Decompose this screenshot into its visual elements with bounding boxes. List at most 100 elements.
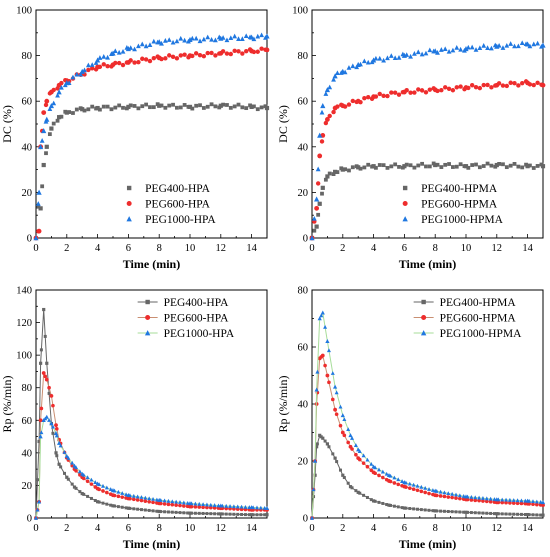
- data-point-fill: [124, 496, 128, 500]
- data-point-fill: [431, 161, 436, 166]
- data-point-fill: [473, 511, 477, 515]
- series-PEG400-HPMA: [309, 161, 546, 241]
- data-point-fill: [500, 512, 504, 516]
- data-point-fill: [446, 495, 451, 499]
- data-point-fill: [93, 498, 97, 502]
- data-point-fill: [93, 485, 98, 489]
- data-point-fill: [423, 485, 428, 490]
- data-point-fill: [201, 502, 206, 507]
- data-point-fill: [330, 371, 335, 375]
- data-point-fill: [492, 497, 497, 501]
- data-point-fill: [140, 56, 145, 61]
- data-point-fill: [497, 162, 502, 166]
- legend-marker: [402, 185, 408, 191]
- data-point-fill: [527, 43, 533, 49]
- data-point-fill: [155, 102, 160, 107]
- x-tick-label: 10: [185, 523, 196, 534]
- data-point-fill: [334, 412, 339, 417]
- data-point-fill: [512, 43, 517, 49]
- data-point-fill: [139, 508, 143, 512]
- data-point-fill: [339, 166, 344, 171]
- data-point-fill: [166, 502, 171, 507]
- plot-frame: [35, 289, 268, 519]
- data-point-fill: [316, 212, 321, 217]
- data-point: [57, 440, 62, 445]
- data-point-fill: [70, 460, 75, 465]
- data-point-fill: [469, 511, 473, 515]
- data-point-fill: [523, 501, 528, 506]
- data-point-fill: [90, 66, 95, 71]
- data-point-fill: [170, 510, 174, 514]
- data-point-fill: [388, 479, 393, 484]
- data-point-fill: [473, 495, 478, 500]
- data-point-fill: [327, 445, 331, 449]
- data-point-fill: [350, 165, 355, 170]
- data-point-fill: [389, 164, 394, 169]
- data-point-fill: [466, 165, 471, 170]
- data-point-fill: [167, 103, 172, 108]
- data-point-fill: [186, 104, 191, 109]
- data-point-fill: [85, 62, 91, 68]
- x-tick-label: 10: [461, 243, 472, 254]
- data-point: [325, 117, 330, 122]
- data-point-fill: [113, 504, 117, 508]
- data-point: [65, 475, 69, 479]
- data-point-fill: [51, 121, 56, 126]
- data-point-fill: [346, 65, 352, 70]
- data-point-fill: [77, 469, 82, 474]
- data-point-fill: [198, 103, 202, 108]
- data-point-fill: [346, 427, 351, 432]
- data-point-fill: [166, 37, 172, 42]
- data-point-fill: [350, 63, 356, 69]
- data-point-fill: [419, 51, 425, 57]
- data-point-fill: [131, 497, 136, 502]
- data-point-fill: [496, 500, 501, 505]
- data-point-fill: [315, 166, 321, 172]
- data-point-fill: [481, 164, 486, 168]
- data-point-fill: [166, 498, 171, 503]
- data-point-fill: [466, 85, 471, 91]
- data-point-fill: [477, 165, 482, 170]
- y-tick-label: 0: [303, 514, 308, 525]
- data-point-fill: [400, 89, 406, 95]
- x-tick-label: 12: [492, 523, 503, 534]
- data-point: [314, 196, 320, 202]
- data-point-fill: [511, 501, 516, 505]
- data-point-fill: [190, 53, 195, 59]
- data-point-fill: [225, 103, 229, 107]
- data-point: [56, 89, 62, 95]
- data-point-fill: [342, 69, 348, 75]
- data-point-fill: [47, 391, 51, 395]
- data-point-fill: [243, 33, 249, 39]
- data-point-fill: [427, 487, 432, 491]
- data-point-fill: [216, 512, 220, 516]
- data-point-fill: [323, 439, 327, 443]
- y-axis-label: Rp (%/min): [276, 376, 290, 433]
- data-point-fill: [339, 102, 344, 108]
- data-point-fill: [147, 58, 153, 64]
- data-point-fill: [212, 506, 217, 510]
- data-point-fill: [516, 83, 521, 88]
- data-point-fill: [251, 513, 255, 517]
- data-point-fill: [40, 184, 45, 189]
- data-point-fill: [155, 501, 159, 505]
- x-tick-label: 2: [340, 523, 345, 534]
- data-point-fill: [374, 165, 378, 170]
- data-point: [433, 509, 437, 513]
- data-point-fill: [101, 54, 107, 59]
- data-point: [317, 153, 323, 159]
- data-point-fill: [489, 45, 494, 51]
- data-point-fill: [457, 493, 462, 498]
- data-point-fill: [327, 380, 331, 385]
- data-point-fill: [47, 132, 52, 137]
- y-tick-label: 20: [22, 188, 33, 199]
- x-tick-label: 2: [64, 243, 69, 254]
- data-point-fill: [334, 390, 339, 395]
- x-tick-label: 0: [309, 523, 314, 534]
- data-point-fill: [208, 502, 213, 507]
- chart-panel-bottom-right: 0 2 4 6 8 10 12 14 0 20 40 60 80 Time (min) Rp (%/min)…: [276, 286, 546, 551]
- data-point-fill: [66, 80, 72, 86]
- data-point: [126, 506, 130, 510]
- data-point: [348, 485, 353, 489]
- data-point-fill: [377, 163, 382, 167]
